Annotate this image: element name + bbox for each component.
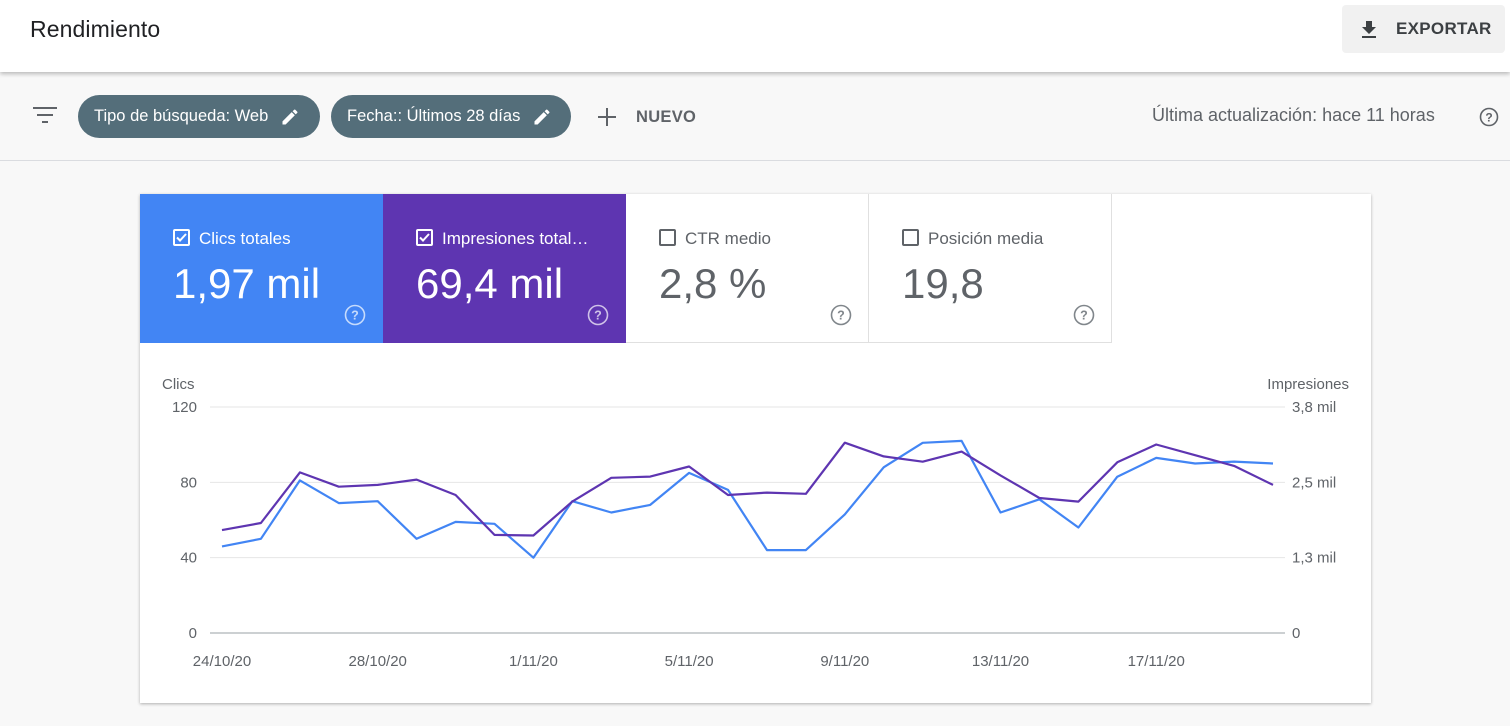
- metric-value: 69,4 mil: [416, 260, 564, 307]
- checkbox-checked[interactable]: [416, 229, 433, 246]
- svg-text:?: ?: [1080, 309, 1088, 323]
- chip-label: Tipo de búsqueda: Web: [94, 107, 269, 125]
- svg-text:?: ?: [1485, 111, 1492, 125]
- metric-label: CTR medio: [685, 229, 771, 248]
- performance-card: Clics totales 1,97 mil ? Impresiones tot…: [140, 194, 1371, 703]
- y-right-tick-label: 2,5 mil: [1292, 474, 1336, 491]
- help-icon[interactable]: ?: [1479, 107, 1499, 127]
- search-type-chip[interactable]: Tipo de búsqueda: Web: [78, 95, 320, 138]
- new-filter-label: NUEVO: [636, 107, 697, 126]
- y-left-tick-label: 0: [189, 625, 197, 642]
- x-tick-label: 5/11/20: [665, 653, 714, 670]
- top-app-bar: Rendimiento EXPORTAR: [0, 0, 1510, 72]
- metric-label: Impresiones total…: [442, 229, 589, 248]
- help-icon[interactable]: ?: [1073, 304, 1095, 326]
- metric-tab-position[interactable]: Posición media 19,8 ?: [869, 194, 1112, 343]
- checkbox-checked[interactable]: [173, 229, 190, 246]
- y-left-tick-label: 80: [180, 474, 197, 491]
- help-icon[interactable]: ?: [830, 304, 852, 326]
- help-icon[interactable]: ?: [344, 304, 366, 326]
- y-left-axis-label: Clics: [162, 376, 195, 393]
- export-button[interactable]: EXPORTAR: [1342, 5, 1505, 53]
- edit-pencil-icon[interactable]: [532, 107, 552, 127]
- performance-chart[interactable]: Clics Impresiones 120 3,8 mil 80 2,5 mil 40 1…: [140, 194, 1371, 703]
- svg-text:?: ?: [351, 309, 359, 323]
- y-right-tick-label: 3,8 mil: [1292, 399, 1336, 416]
- y-left-tick-label: 120: [172, 399, 197, 416]
- checkbox-unchecked[interactable]: [659, 229, 676, 246]
- metric-value: 19,8: [902, 260, 984, 307]
- svg-text:?: ?: [837, 309, 845, 323]
- x-tick-label: 24/10/20: [193, 653, 251, 670]
- page-title: Rendimiento: [30, 16, 161, 42]
- metric-label: Posición media: [928, 229, 1044, 248]
- impressions-series-line: [221, 441, 1274, 537]
- x-tick-label: 1/11/20: [509, 653, 558, 670]
- clicks-series-line: [221, 439, 1274, 559]
- y-right-tick-label: 1,3 mil: [1292, 550, 1336, 567]
- filter-icon[interactable]: [33, 106, 57, 126]
- metric-tab-impressions[interactable]: Impresiones total… 69,4 mil ?: [383, 194, 626, 343]
- x-tick-label: 28/10/20: [349, 653, 407, 670]
- date-chip[interactable]: Fecha:: Últimos 28 días: [331, 95, 571, 138]
- chip-label: Fecha:: Últimos 28 días: [347, 107, 521, 125]
- x-tick-label: 9/11/20: [820, 653, 869, 670]
- export-label: EXPORTAR: [1396, 19, 1492, 38]
- metric-tab-ctr[interactable]: CTR medio 2,8 % ?: [626, 194, 869, 343]
- metric-value: 2,8 %: [659, 260, 767, 307]
- metric-value: 1,97 mil: [173, 260, 321, 307]
- y-left-tick-label: 40: [180, 550, 197, 567]
- x-tick-label: 13/11/20: [972, 653, 1029, 670]
- plus-icon: [598, 108, 616, 126]
- help-icon[interactable]: ?: [587, 304, 609, 326]
- filter-bar: Tipo de búsqueda: Web Fecha:: Últimos 28…: [0, 72, 1510, 161]
- metric-tab-clicks[interactable]: Clics totales 1,97 mil ?: [140, 194, 383, 343]
- download-icon: [1362, 21, 1376, 38]
- edit-pencil-icon[interactable]: [280, 107, 300, 127]
- x-tick-label: 17/11/20: [1128, 653, 1185, 670]
- new-filter-button[interactable]: NUEVO: [596, 102, 696, 132]
- last-update-text: Última actualización: hace 11 horas: [1152, 105, 1435, 125]
- svg-text:?: ?: [594, 309, 602, 323]
- y-right-axis-label: Impresiones: [1267, 376, 1349, 393]
- metric-label: Clics totales: [199, 229, 291, 248]
- checkbox-unchecked[interactable]: [902, 229, 919, 246]
- y-right-tick-label: 0: [1292, 625, 1300, 642]
